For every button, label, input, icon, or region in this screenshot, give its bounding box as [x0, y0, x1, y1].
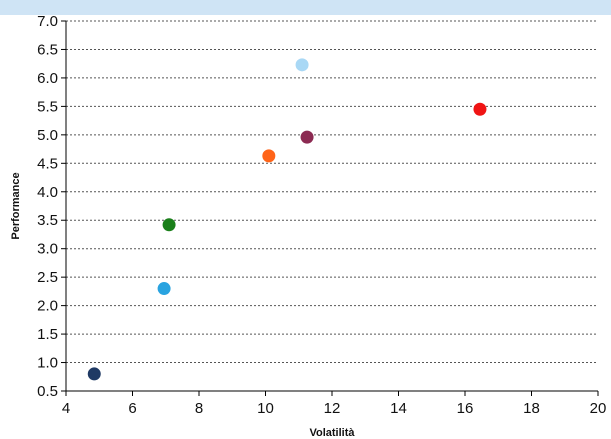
y-tick-label: 5.5	[37, 98, 58, 115]
top-banner	[0, 0, 611, 15]
x-tick-label: 8	[195, 400, 203, 417]
x-tick-label: 10	[257, 400, 274, 417]
y-tick-label: 4.0	[37, 184, 58, 201]
y-tick-label: 4.5	[37, 155, 58, 172]
y-tick-label: 7.0	[37, 13, 58, 30]
gridlines	[66, 20, 598, 364]
data-point	[162, 218, 176, 232]
x-tick-label: 4	[62, 400, 70, 417]
y-tick-label: 6.5	[37, 41, 58, 58]
y-tick-label: 3.0	[37, 241, 58, 258]
data-point	[473, 102, 487, 116]
data-point	[295, 58, 309, 72]
x-tick-label: 14	[390, 400, 407, 417]
y-tick-label: 2.0	[37, 298, 58, 315]
y-tick-label: 5.0	[37, 127, 58, 144]
y-axis-title: Performance	[10, 172, 22, 239]
y-tick-label: 1.0	[37, 355, 58, 372]
x-tick-label: 16	[457, 400, 474, 417]
y-tick-label: 2.5	[37, 269, 58, 286]
data-point	[87, 367, 101, 381]
y-tick-label: 3.5	[37, 212, 58, 229]
x-axis-title: Volatilità	[309, 427, 355, 439]
x-tick-label: 6	[128, 400, 136, 417]
y-tick-label: 0.5	[37, 383, 58, 400]
axes	[61, 20, 599, 396]
y-tick-label: 6.0	[37, 70, 58, 87]
data-point	[262, 149, 276, 163]
x-tick-label: 18	[523, 400, 540, 417]
data-points	[87, 58, 487, 381]
x-tick-label: 12	[324, 400, 341, 417]
data-point	[157, 282, 171, 296]
y-tick-label: 1.5	[37, 326, 58, 343]
x-tick-label: 20	[590, 400, 607, 417]
y-tick-labels: 0.5 1.0 1.5 2.0 2.5 3.0 3.5 4.0 4.5 5.0 5.5 6.0 6.5 7…	[37, 13, 58, 400]
x-tick-labels: 4 6 8 10 12 14 16 18 20	[62, 400, 607, 417]
data-point	[300, 130, 314, 144]
